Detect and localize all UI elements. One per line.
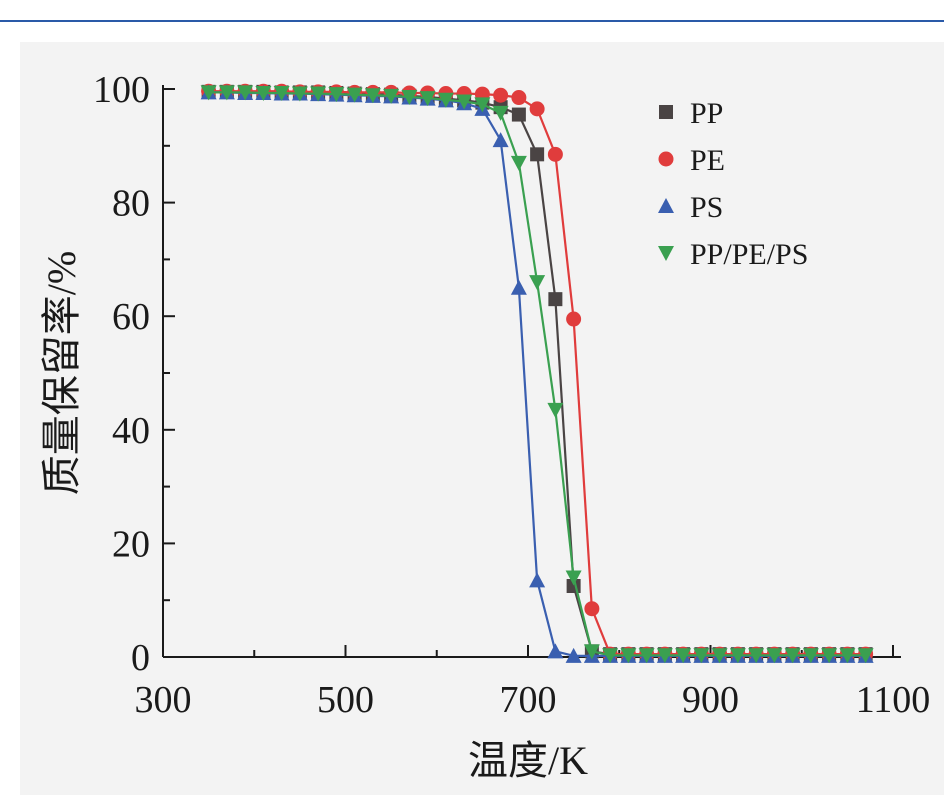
data-point — [620, 648, 637, 664]
data-point — [529, 275, 546, 291]
y-tick-label: 80 — [112, 183, 150, 225]
header-rule — [0, 20, 944, 22]
legend-marker — [659, 105, 673, 119]
data-point — [492, 105, 509, 121]
data-point — [857, 648, 874, 664]
x-tick-label: 500 — [317, 679, 374, 721]
data-point — [456, 94, 473, 110]
data-point — [693, 648, 710, 664]
data-point — [602, 648, 619, 664]
data-point — [529, 101, 545, 117]
data-point — [310, 86, 327, 102]
series-line — [208, 91, 866, 657]
data-point — [291, 86, 308, 102]
data-point — [346, 87, 363, 103]
data-point — [839, 648, 856, 664]
data-point — [821, 648, 838, 664]
x-tick-label: 300 — [135, 679, 192, 721]
series-group — [200, 83, 874, 664]
data-point — [583, 644, 600, 660]
y-axis-title: 质量保留率/% — [39, 251, 84, 495]
data-point — [237, 85, 254, 101]
data-point — [547, 643, 564, 659]
legend: PP PE PS PP/PE/PS — [658, 97, 808, 271]
data-point — [565, 647, 582, 663]
y-tick-label: 0 — [131, 637, 150, 679]
legend-item: PE — [658, 144, 725, 177]
chart-panel — [20, 42, 944, 795]
legend-item: PS — [658, 191, 723, 224]
legend-item: PP — [659, 97, 723, 130]
data-point — [273, 85, 290, 101]
legend-marker — [658, 198, 674, 213]
data-point — [493, 87, 509, 103]
legend-label: PP — [690, 97, 723, 130]
data-point — [548, 292, 563, 307]
axes: 300 500 700 900 1100 0 20 40 60 80 100 温度/K 质量保留率/% — [39, 69, 930, 783]
x-tick-label: 900 — [682, 679, 739, 721]
data-point — [328, 87, 345, 103]
data-point — [802, 648, 819, 664]
series-pp-pe-ps — [200, 85, 874, 664]
x-axis-title: 温度/K — [468, 738, 588, 783]
y-tick-label: 40 — [112, 410, 150, 452]
data-point — [401, 89, 418, 105]
data-point — [492, 132, 509, 148]
data-point — [511, 90, 527, 106]
legend-label: PP/PE/PS — [690, 238, 808, 271]
data-point — [784, 648, 801, 664]
data-point — [510, 279, 527, 295]
y-tick-label: 20 — [112, 523, 150, 565]
data-point — [565, 570, 582, 586]
legend-marker — [658, 246, 674, 261]
data-point — [748, 648, 765, 664]
x-tick-label: 700 — [500, 679, 557, 721]
data-point — [474, 97, 491, 113]
data-point — [638, 648, 655, 664]
data-point — [255, 85, 272, 101]
legend-label: PS — [690, 191, 723, 224]
data-point — [566, 311, 582, 327]
data-point — [547, 146, 563, 162]
legend-item: PP/PE/PS — [658, 238, 808, 271]
data-point — [510, 155, 527, 171]
data-point — [383, 88, 400, 104]
data-point — [584, 601, 600, 617]
data-point — [200, 85, 217, 101]
data-point — [511, 107, 526, 122]
x-tick-label: 1100 — [856, 679, 931, 721]
data-point — [729, 648, 746, 664]
data-point — [766, 648, 783, 664]
data-point — [711, 648, 728, 664]
data-point — [547, 402, 564, 418]
data-point — [218, 85, 235, 101]
legend-marker — [658, 151, 674, 167]
series-ps — [200, 84, 874, 663]
data-point — [364, 88, 381, 104]
data-point — [675, 648, 692, 664]
data-point — [529, 572, 546, 588]
data-point — [530, 147, 545, 162]
y-tick-label: 100 — [93, 69, 150, 111]
data-point — [419, 91, 436, 107]
y-tick-label: 60 — [112, 296, 150, 338]
legend-label: PE — [690, 144, 725, 177]
data-point — [656, 648, 673, 664]
data-point — [437, 92, 454, 108]
